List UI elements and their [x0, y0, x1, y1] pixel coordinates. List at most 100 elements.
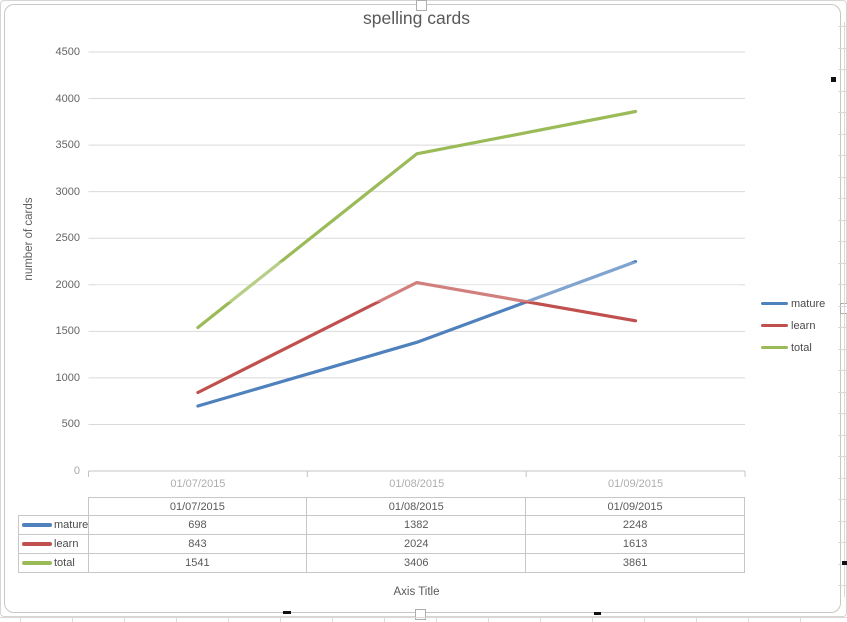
y-tick-label: 4500: [55, 46, 80, 58]
spreadsheet-cell-border: [488, 618, 489, 622]
y-tick-label: 3500: [55, 139, 80, 152]
table-value-cell: 1613: [526, 535, 745, 554]
table-row-label-mature: mature: [18, 516, 89, 535]
spreadsheet-row-tick: [838, 478, 847, 479]
spreadsheet-cell-border: [696, 618, 697, 622]
table-row-label-total: total: [18, 554, 89, 573]
legend-label: mature: [791, 297, 826, 310]
spreadsheet-cell-border: [72, 618, 73, 622]
spreadsheet-cell-border: [176, 618, 177, 622]
x-axis-title: Axis Title: [393, 586, 440, 598]
table-value-cell: 1382: [307, 516, 527, 535]
chart-legend: mature learn total: [761, 297, 825, 354]
spreadsheet-row-tick: [838, 134, 847, 135]
spreadsheet-row-tick: [838, 521, 847, 522]
spreadsheet-cell-border: [592, 618, 593, 622]
stray-mark: [831, 77, 836, 82]
table-header-cell: 01/07/2015: [88, 497, 308, 516]
spreadsheet-row-tick: [838, 177, 847, 178]
y-tick-label: 3000: [55, 185, 80, 198]
legend-swatch-total: [761, 345, 788, 350]
watermark-band: [96, 262, 740, 302]
spreadsheet-cell-border: [384, 618, 385, 622]
table-header-cell: 01/09/2015: [526, 497, 745, 516]
y-tick-label: 4000: [55, 92, 80, 105]
resize-handle-right[interactable]: [840, 303, 847, 314]
spreadsheet-cell-border: [748, 618, 749, 622]
table-row-label-text: total: [54, 557, 75, 569]
table-header-cell: 01/08/2015: [307, 497, 527, 516]
spreadsheet-cell-border: [332, 618, 333, 622]
resize-handle-bottom[interactable]: [415, 609, 426, 620]
legend-swatch-learn: [761, 323, 788, 328]
table-value-cell: 843: [88, 535, 308, 554]
stray-mark: [594, 612, 601, 615]
spreadsheet-cell-border: [436, 618, 437, 622]
legend-item-mature: mature: [761, 297, 825, 310]
x-category-label: 01/09/2015: [608, 478, 664, 490]
legend-item-learn: learn: [761, 319, 825, 332]
spreadsheet-row-tick: [838, 112, 847, 113]
spreadsheet-row-tick: [838, 370, 847, 371]
table-swatch-mature: [22, 523, 52, 527]
spreadsheet-row-tick: [838, 542, 847, 543]
table-value-cell: 2024: [307, 535, 527, 554]
table-row-label-text: learn: [54, 538, 79, 550]
spreadsheet-row-tick: [838, 69, 847, 70]
spreadsheet-row-tick: [838, 48, 847, 49]
spreadsheet-row-tick: [838, 349, 847, 350]
y-tick-label: 2500: [55, 232, 80, 245]
table-value-cell: 2248: [526, 516, 745, 535]
spreadsheet-row-tick: [838, 435, 847, 436]
spreadsheet-row-tick: [838, 413, 847, 414]
spreadsheet-cell-border: [800, 618, 801, 622]
stray-mark: [842, 561, 847, 565]
chart-data-table: 01/07/2015 01/08/2015 01/09/2015 mature 698 1…: [18, 497, 745, 573]
resize-handle-top[interactable]: [416, 0, 427, 11]
spreadsheet-row-tick: [838, 392, 847, 393]
table-value-cell: 3861: [526, 554, 745, 573]
legend-item-total: total: [761, 341, 825, 354]
spreadsheet-row-tick: [838, 220, 847, 221]
spreadsheet-cell-border: [540, 618, 541, 622]
legend-label: learn: [791, 319, 816, 332]
spreadsheet-cell-border: [124, 618, 125, 622]
y-tick-label: 0: [73, 465, 80, 477]
y-tick-label: 1500: [55, 325, 80, 338]
legend-swatch-mature: [761, 301, 788, 306]
spreadsheet-row-tick: [838, 155, 847, 156]
y-tick-label: 1000: [55, 371, 80, 384]
table-swatch-total: [22, 561, 52, 565]
spreadsheet-cell-border: [20, 618, 21, 622]
table-corner-cell: [18, 497, 89, 516]
spreadsheet-row-tick: [838, 284, 847, 285]
spreadsheet-row-tick: [838, 306, 847, 307]
spreadsheet-row-tick: [838, 241, 847, 242]
spreadsheet-row-tick: [838, 585, 847, 586]
spreadsheet-row-tick: [838, 26, 847, 27]
spreadsheet-column-border: [844, 22, 845, 597]
spreadsheet-row-tick: [838, 91, 847, 92]
table-row-label-text: mature: [54, 519, 89, 531]
spreadsheet-cell-border: [228, 618, 229, 622]
spreadsheet-row-tick: [838, 456, 847, 457]
chart-title: spelling cards: [363, 8, 470, 28]
spreadsheet-row-tick: [838, 198, 847, 199]
x-category-label: 01/07/2015: [170, 478, 226, 490]
spreadsheet-row-tick: [838, 327, 847, 328]
table-value-cell: 698: [88, 516, 308, 535]
spreadsheet-row-tick: [838, 263, 847, 264]
spreadsheet-cell-border: [644, 618, 645, 622]
spreadsheet-row-border: [0, 617, 847, 618]
y-tick-label: 500: [61, 418, 80, 431]
table-swatch-learn: [22, 542, 52, 546]
y-tick-label: 2000: [55, 278, 80, 291]
table-row-label-learn: learn: [18, 535, 89, 554]
spreadsheet-row-tick: [838, 499, 847, 500]
legend-label: total: [791, 341, 812, 354]
stray-mark: [283, 611, 291, 614]
table-value-cell: 1541: [88, 554, 308, 573]
x-category-label: 01/08/2015: [389, 478, 445, 490]
spreadsheet-cell-border: [280, 618, 281, 622]
